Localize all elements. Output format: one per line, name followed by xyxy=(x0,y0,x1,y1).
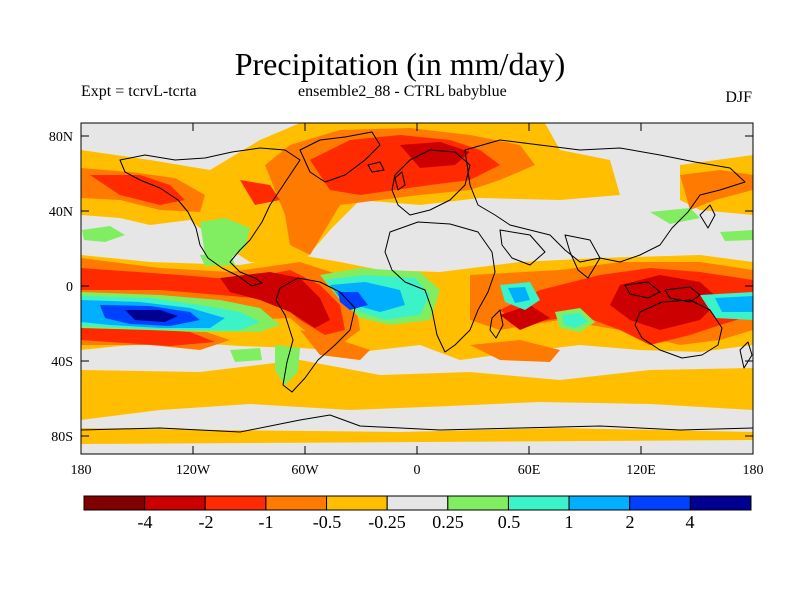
lon-tick-label: 120W xyxy=(176,463,211,478)
ensemble-label: ensemble2_88 - CTRL babyblue xyxy=(298,83,507,100)
contour-south-pacific-navy xyxy=(125,310,178,322)
contour-south-indian-cyan xyxy=(562,313,588,328)
coastline-india xyxy=(564,234,601,279)
coastlines xyxy=(81,131,753,433)
lon-tick-label: 180 xyxy=(743,463,764,478)
colorbar-swatch xyxy=(326,495,388,511)
contour-southern-band xyxy=(81,360,753,420)
contour-africa-light-blue xyxy=(508,287,530,303)
coastline-uk xyxy=(394,171,406,191)
colorbar-swatch xyxy=(144,495,206,511)
contour-europe-dark-red xyxy=(400,142,470,168)
contour-south-america-green xyxy=(275,345,300,385)
colorbar-label: -0.5 xyxy=(313,512,342,532)
coastline-madagascar xyxy=(489,309,504,339)
coastline-australia xyxy=(634,299,723,359)
colorbar-label: 2 xyxy=(626,512,635,532)
colorbar-label: 1 xyxy=(565,512,574,532)
colorbar-swatch xyxy=(689,495,752,511)
contour-north-pacific-red xyxy=(90,175,185,205)
lon-tick-label: 60E xyxy=(518,463,541,478)
lat-tick-label: 80N xyxy=(49,130,73,145)
contour-north-america-red xyxy=(240,180,280,205)
contour-south-atlantic-orange xyxy=(470,340,560,362)
lat-tick-label: 40S xyxy=(51,355,73,370)
contour-pacific-green xyxy=(82,226,125,242)
colorbar-swatch xyxy=(204,495,267,511)
contour-atlantic-blue xyxy=(338,292,368,310)
colorbar-label: 4 xyxy=(686,512,695,532)
colorbar-swatch xyxy=(629,495,691,511)
colorbar-labels: -4 -2 -1 -0.5 -0.25 0.25 0.5 1 2 4 xyxy=(138,512,695,532)
coastline-asia xyxy=(464,139,746,263)
coastline-africa xyxy=(384,221,496,353)
contour-southern-edge xyxy=(81,428,753,444)
lon-tick-label: 180 xyxy=(71,463,92,478)
coastline-south-america xyxy=(275,277,356,393)
coastline-europe xyxy=(391,149,471,216)
contour-atlantic-light-blue xyxy=(330,282,405,312)
contour-north-america-green xyxy=(200,218,250,262)
contour-east-indian-light-blue xyxy=(715,296,753,312)
lon-tick-label: 60W xyxy=(291,463,319,478)
colorbar-swatch xyxy=(265,495,328,511)
contour-pacific-dark-red xyxy=(220,272,330,328)
map-title: Precipitation (in mm/day) xyxy=(234,46,566,82)
colorbar xyxy=(83,495,752,511)
coastline-iceland xyxy=(367,161,385,173)
map-panel xyxy=(81,123,753,454)
coastline-arabia xyxy=(499,229,546,266)
colorbar-swatch xyxy=(568,495,631,511)
lat-tick-label: 0 xyxy=(66,280,73,295)
lat-tick-label: 40N xyxy=(49,205,73,220)
lon-tick-label: 0 xyxy=(414,463,421,478)
colorbar-label: -2 xyxy=(199,512,214,532)
contour-pacific-south-green xyxy=(230,348,262,362)
colorbar-label: -0.25 xyxy=(368,512,406,532)
colorbar-swatch xyxy=(507,495,570,511)
contour-caribbean-green xyxy=(200,252,235,266)
lon-tick-label: 120E xyxy=(626,463,656,478)
colorbar-label: 0.5 xyxy=(498,512,521,532)
longitude-labels: 180 120W 60W 0 60E 120E 180 xyxy=(71,463,764,478)
lat-tick-label: 80S xyxy=(51,430,73,445)
coastline-greenland xyxy=(299,131,381,183)
contour-indian-ocean-dark-red xyxy=(500,305,550,330)
coastline-new-zealand xyxy=(739,341,753,369)
contour-east-pacific-green xyxy=(720,230,753,241)
colorbar-label: -4 xyxy=(138,512,153,532)
experiment-label: Expt = tcrvL-tcrta xyxy=(81,83,197,100)
colorbar-label: 0.25 xyxy=(432,512,464,532)
coastline-indonesia xyxy=(624,281,701,303)
colorbar-label: -1 xyxy=(259,512,274,532)
longitude-tick-marks xyxy=(80,123,754,454)
colorbar-swatch xyxy=(83,495,146,511)
contour-asia-pacific-orange xyxy=(680,170,753,210)
colorbar-swatch xyxy=(386,495,449,511)
coastline-north-america xyxy=(119,147,301,287)
coastline-antarctica xyxy=(81,414,753,433)
colorbar-swatch xyxy=(447,495,509,511)
latitude-labels: 80N 40N 0 40S 80S xyxy=(49,130,73,445)
season-label: DJF xyxy=(725,89,752,106)
coastline-japan xyxy=(699,204,716,229)
latitude-tick-marks xyxy=(81,135,753,437)
